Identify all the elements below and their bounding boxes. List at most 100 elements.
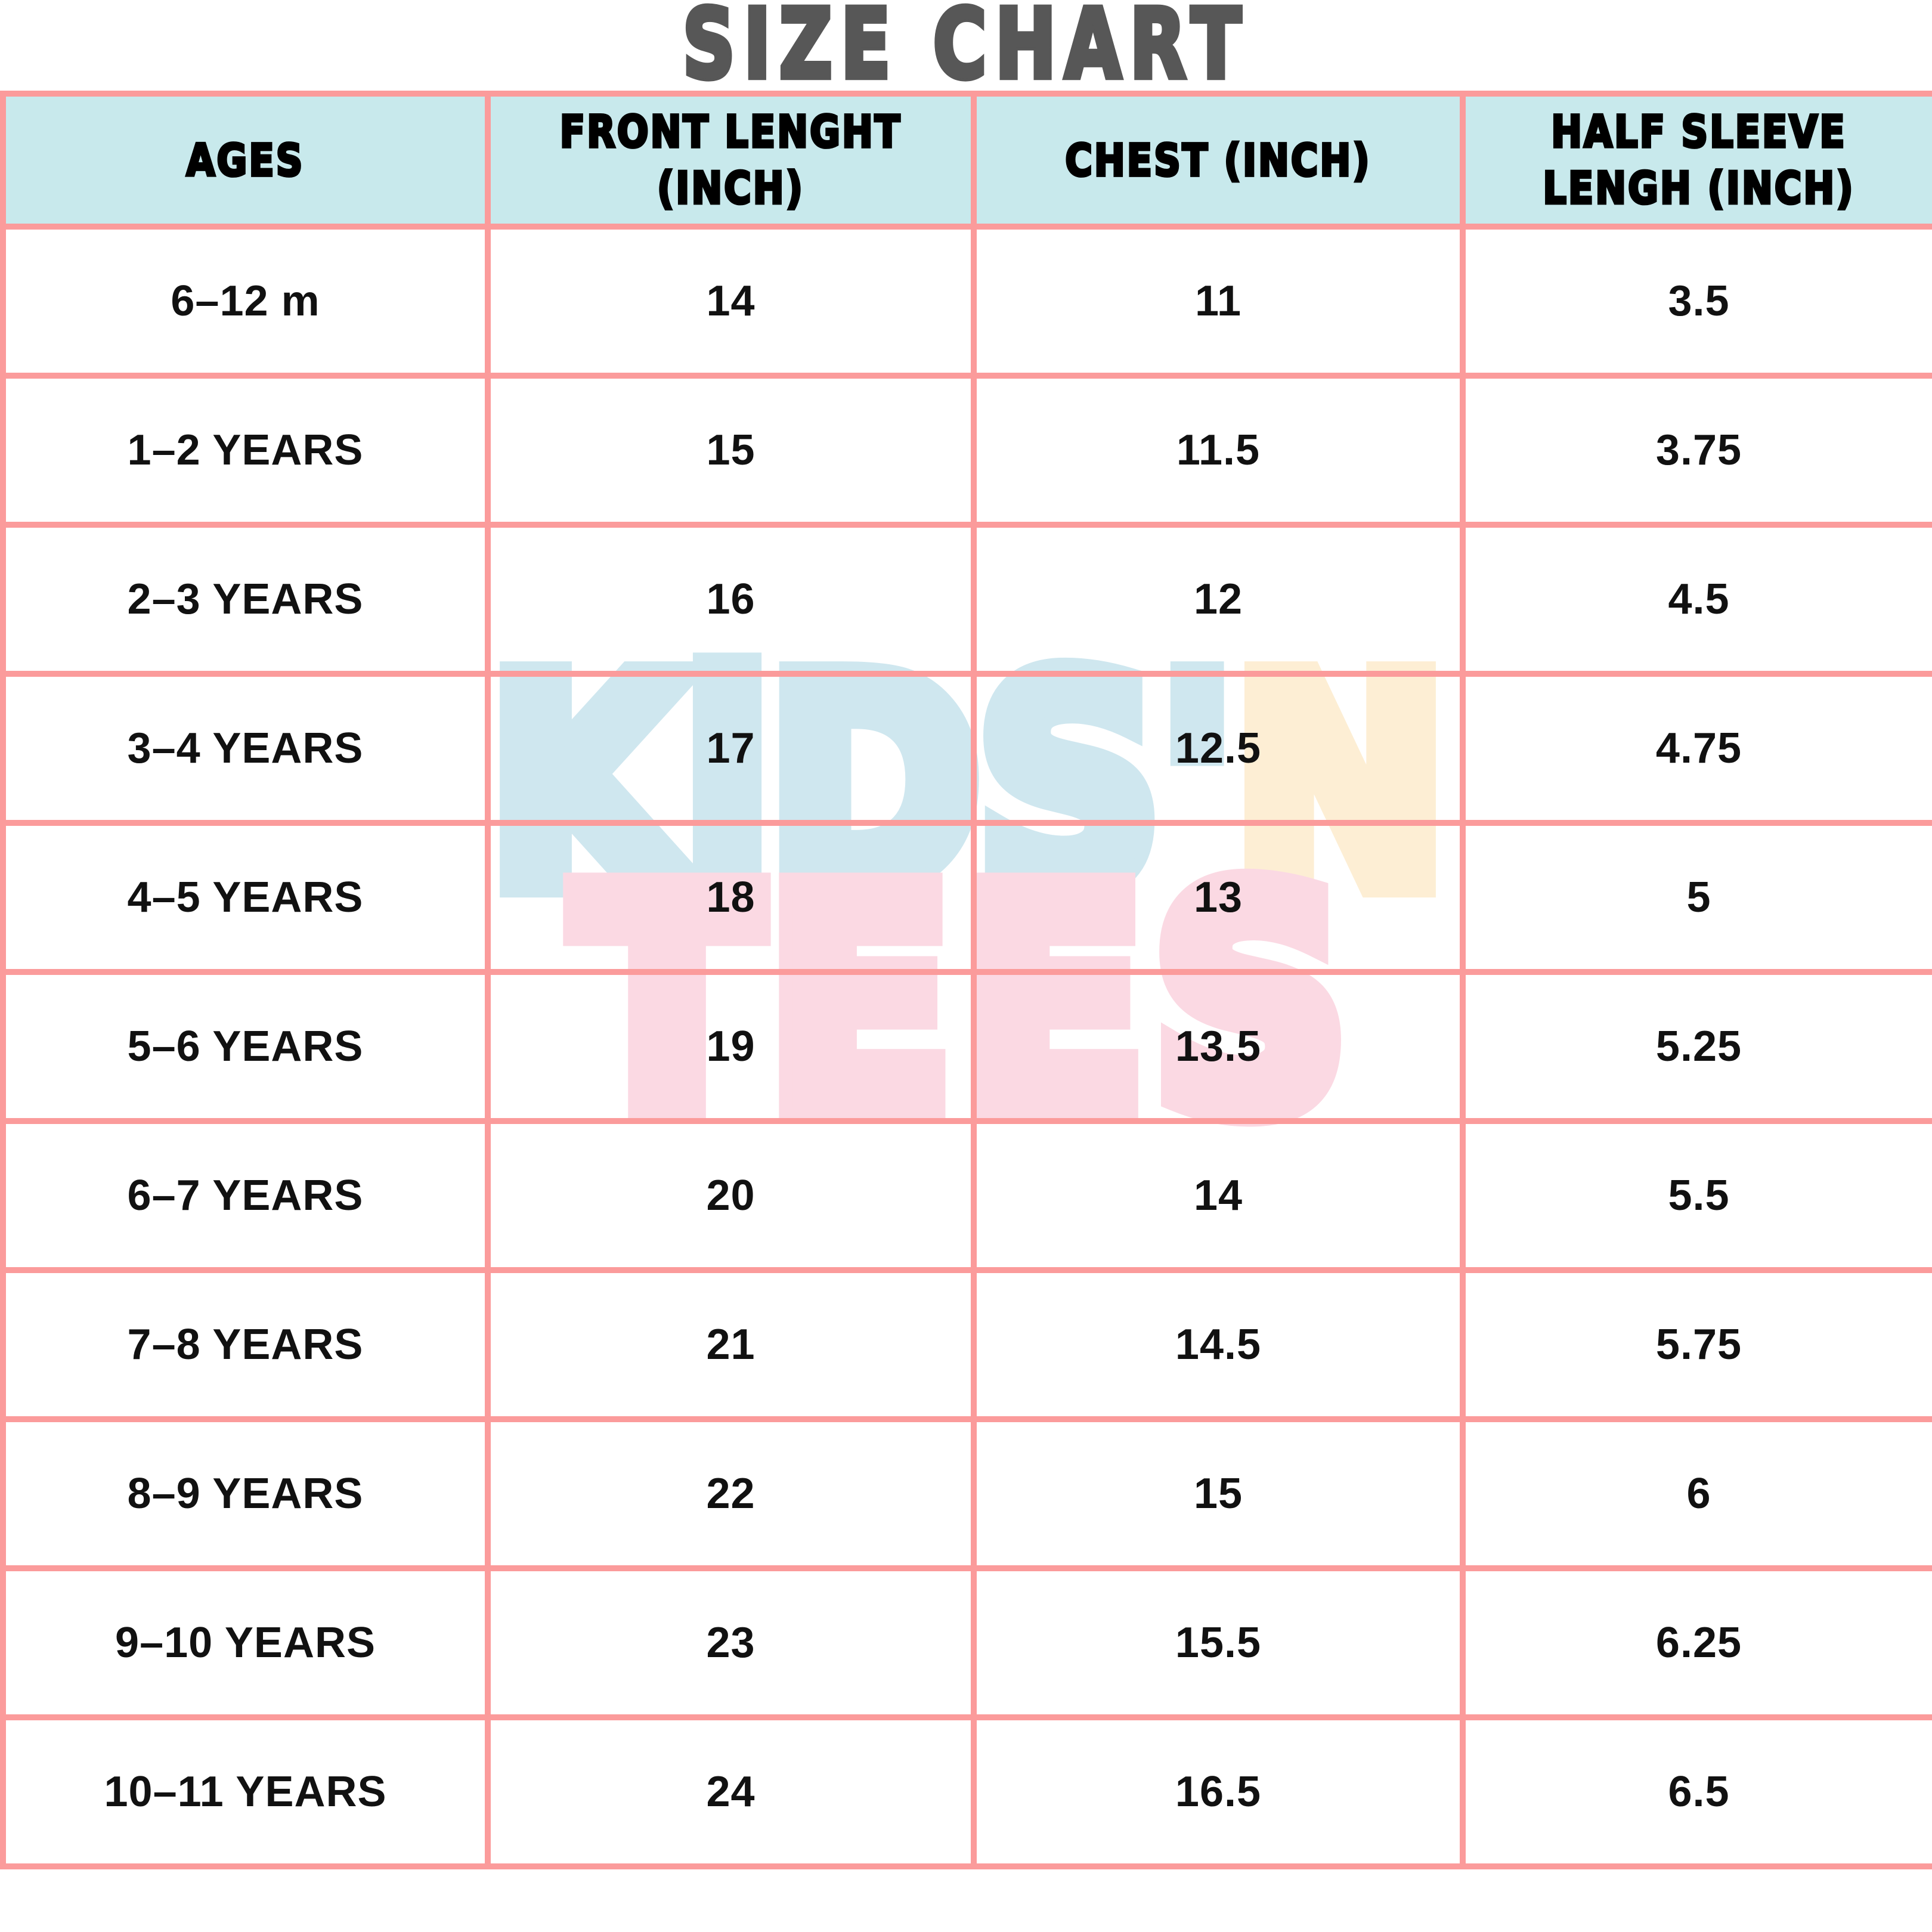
cell-value: 12	[1193, 575, 1243, 623]
cell-measurement: 16	[485, 522, 977, 677]
cell-value: 19	[706, 1023, 756, 1070]
cell-measurement: 16.5	[971, 1714, 1466, 1869]
cell-measurement: 3.5	[1460, 224, 1932, 379]
table-row: 2–3 YEARS 16 12 4.5	[0, 522, 1932, 677]
cell-value: 5.75	[1655, 1321, 1742, 1368]
cell-measurement: 18	[485, 820, 977, 975]
cell-value: 10–11 YEARS	[104, 1768, 387, 1816]
cell-value: 3.75	[1655, 426, 1742, 474]
cell-measurement: 20	[485, 1118, 977, 1273]
table-row: 4–5 YEARS 18 13 5	[0, 820, 1932, 975]
cell-value: 11	[1194, 277, 1242, 325]
cell-value: 18	[706, 874, 756, 921]
table-row: 6–7 YEARS 20 14 5.5	[0, 1118, 1932, 1273]
cell-measurement: 6	[1460, 1416, 1932, 1571]
cell-value: 23	[706, 1619, 756, 1667]
cell-value: 6.25	[1655, 1619, 1742, 1667]
cell-value: 14.5	[1175, 1321, 1262, 1368]
cell-age: 4–5 YEARS	[0, 820, 491, 975]
table-row: 6–12 m 14 11 3.5	[0, 224, 1932, 379]
cell-value: 15	[1193, 1470, 1243, 1518]
cell-value: 1–2 YEARS	[127, 426, 364, 474]
cell-measurement: 23	[485, 1565, 977, 1720]
cell-measurement: 15	[485, 373, 977, 528]
cell-value: 16	[706, 575, 756, 623]
cell-value: 4.75	[1655, 724, 1742, 772]
cell-measurement: 15.5	[971, 1565, 1466, 1720]
cell-measurement: 11.5	[971, 373, 1466, 528]
cell-value: 6.5	[1668, 1768, 1730, 1816]
table-row: 9–10 YEARS 23 15.5 6.25	[0, 1565, 1932, 1720]
table-row: 5–6 YEARS 19 13.5 5.25	[0, 969, 1932, 1124]
cell-measurement: 5.5	[1460, 1118, 1932, 1273]
cell-value: 15.5	[1175, 1619, 1262, 1667]
cell-value: 9–10 YEARS	[115, 1619, 376, 1667]
cell-age: 1–2 YEARS	[0, 373, 491, 528]
cell-value: 4–5 YEARS	[127, 874, 364, 921]
table-row: 10–11 YEARS 24 16.5 6.5	[0, 1714, 1932, 1869]
table-row: 3–4 YEARS 17 12.5 4.75	[0, 671, 1932, 826]
cell-value: 14	[1193, 1172, 1243, 1219]
cell-value: 13.5	[1175, 1023, 1262, 1070]
cell-measurement: 15	[971, 1416, 1466, 1571]
cell-age: 9–10 YEARS	[0, 1565, 491, 1720]
cell-age: 8–9 YEARS	[0, 1416, 491, 1571]
cell-value: 21	[706, 1321, 756, 1368]
size-chart-table-wrap: AGES FRONT LENGHT (INCH) CHEST (INCH) HALF S…	[0, 91, 1932, 1932]
cell-measurement: 4.75	[1460, 671, 1932, 826]
cell-value: 6–7 YEARS	[127, 1172, 364, 1219]
size-chart-table: AGES FRONT LENGHT (INCH) CHEST (INCH) HALF S…	[0, 91, 1932, 1869]
cell-value: 20	[706, 1172, 756, 1219]
cell-measurement: 12	[971, 522, 1466, 677]
cell-value: 5.25	[1655, 1023, 1742, 1070]
cell-value: 7–8 YEARS	[127, 1321, 364, 1368]
cell-value: 15	[706, 426, 756, 474]
cell-value: 5.5	[1668, 1172, 1730, 1219]
cell-value: 24	[706, 1768, 756, 1816]
cell-measurement: 14	[971, 1118, 1466, 1273]
column-header-label: AGES	[185, 132, 305, 187]
page-title-text: SIZE CHART	[680, 0, 1250, 101]
cell-age: 3–4 YEARS	[0, 671, 491, 826]
column-header-label: FRONT LENGHT (INCH)	[559, 104, 902, 216]
cell-value: 13	[1193, 874, 1243, 921]
table-row: 7–8 YEARS 21 14.5 5.75	[0, 1267, 1932, 1422]
cell-value: 8–9 YEARS	[127, 1470, 364, 1518]
cell-value: 5	[1686, 874, 1711, 921]
cell-measurement: 6.5	[1460, 1714, 1932, 1869]
cell-measurement: 3.75	[1460, 373, 1932, 528]
table-row: 8–9 YEARS 22 15 6	[0, 1416, 1932, 1571]
cell-value: 3.5	[1668, 277, 1730, 325]
cell-measurement: 4.5	[1460, 522, 1932, 677]
cell-measurement: 17	[485, 671, 977, 826]
cell-value: 22	[706, 1470, 756, 1518]
column-header-label: CHEST (INCH)	[1064, 132, 1371, 187]
cell-value: 11.5	[1176, 426, 1261, 474]
cell-age: 6–7 YEARS	[0, 1118, 491, 1273]
page-title: SIZE CHART	[0, 0, 1932, 101]
table-body: 6–12 m 14 11 3.5 1–2 YEARS 15 11.5 3.75 2–3 YEAR…	[0, 224, 1932, 1869]
cell-measurement: 19	[485, 969, 977, 1124]
cell-value: 17	[706, 724, 756, 772]
cell-measurement: 24	[485, 1714, 977, 1869]
cell-value: 16.5	[1175, 1768, 1262, 1816]
cell-measurement: 5	[1460, 820, 1932, 975]
column-header-label: HALF SLEEVE LENGH (INCH)	[1541, 104, 1855, 216]
cell-age: 2–3 YEARS	[0, 522, 491, 677]
column-header-chest-inch: CHEST (INCH)	[971, 91, 1466, 230]
cell-measurement: 5.25	[1460, 969, 1932, 1124]
cell-value: 12.5	[1175, 724, 1262, 772]
table-header-row: AGES FRONT LENGHT (INCH) CHEST (INCH) HALF S…	[0, 91, 1932, 230]
cell-age: 5–6 YEARS	[0, 969, 491, 1124]
cell-measurement: 11	[971, 224, 1466, 379]
table-row: 1–2 YEARS 15 11.5 3.75	[0, 373, 1932, 528]
cell-value: 5–6 YEARS	[127, 1023, 364, 1070]
cell-measurement: 6.25	[1460, 1565, 1932, 1720]
column-header-half-sleeve-lengh-inch: HALF SLEEVE LENGH (INCH)	[1460, 91, 1932, 230]
cell-measurement: 22	[485, 1416, 977, 1571]
cell-value: 2–3 YEARS	[127, 575, 364, 623]
column-header-front-lenght-inch: FRONT LENGHT (INCH)	[485, 91, 977, 230]
cell-value: 6	[1686, 1470, 1711, 1518]
cell-value: 14	[706, 277, 756, 325]
